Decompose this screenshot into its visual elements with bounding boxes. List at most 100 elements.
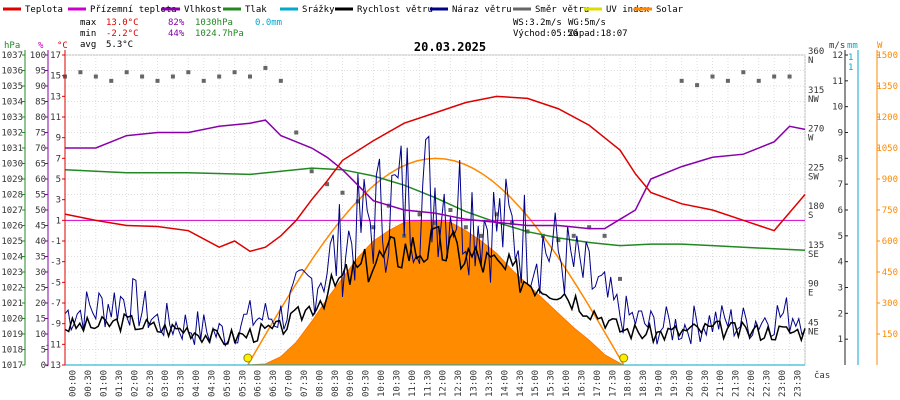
axis-w-tick-label: 1200 [876,113,898,123]
wind-direction-point [278,78,283,83]
axis-temp-tick-label: -13 [45,361,61,371]
x-tick-label: 07:00 [285,370,295,397]
legend-label: Přízemní teplota [90,5,177,15]
axis-hpa-tick-label: 1024 [1,253,23,263]
x-tick-label: 18:00 [624,370,634,397]
x-tick-label: 04:30 [207,370,217,397]
wind-direction-point [170,74,175,79]
axis-pct-tick-label: 10 [35,330,46,340]
wind-direction-point [710,74,715,79]
axis-temp-tick-label: 3 [56,196,61,206]
wind-direction-point [510,220,515,225]
legend-label: Vlhkost [184,5,222,15]
x-tick-label: 09:00 [346,370,356,397]
axis-temp-tick-label: -1 [50,237,61,247]
wind-direction-point [217,74,222,79]
axis-pct-tick-label: 25 [35,284,46,294]
wind-direction-point [140,74,145,79]
wind-direction-point [340,190,345,195]
axis-pct-tick-label: 85 [35,98,46,108]
wind-direction-point [309,169,314,174]
chart-title: 20.03.2025 [414,40,486,54]
axis-hpa-tick-label: 1032 [1,129,23,139]
x-tick-label: 15:30 [547,370,557,397]
axis-pct-tick-label: 50 [35,206,46,216]
axis-ms-tick-label: 10 [832,103,843,113]
stats-min-press: 1024.7hPa [195,29,244,39]
axis-ms-tick-label: 5 [838,232,843,242]
wind-direction-point [494,212,499,217]
axis-hpa-tick-label: 1031 [1,144,23,154]
wind-ws: WS:3.2m/s [513,18,562,28]
x-tick-label: 20:00 [685,370,695,397]
axis-pct-tick-label: 75 [35,129,46,139]
stats-min-hum: 44% [168,29,185,39]
text-layer: Teplota Přízemní teplota Vlhkost Tlak Srážky… [3,5,684,54]
x-tick-label: 12:30 [454,370,464,397]
axis-dir-compass-label: NE [808,327,819,337]
wind-direction-point [433,220,437,225]
axis-w-tick-label: 900 [882,175,898,185]
legend-label: Směr větru [535,5,589,15]
axis-ms-tick-label: 7 [838,180,843,190]
axis-temp-unit: °C [57,41,68,51]
wind-direction-point [741,70,746,75]
x-tick-label: 23:00 [778,370,788,397]
legend-label: Tlak [245,5,267,15]
x-tick-label: 00:00 [69,370,79,397]
x-tick-label: 20:30 [701,370,711,397]
axis-w-tick-label: 1050 [876,144,898,154]
x-tick-label: 06:30 [269,370,279,397]
wind-direction-point [448,208,453,212]
x-tick-label: 05:00 [223,370,233,397]
legend-label: Teplota [25,5,63,15]
axes: 1037103610351034103310321031103010291028… [1,41,898,397]
axis-ms-tick-label: 9 [838,129,843,139]
axis-hpa-tick-label: 1029 [1,175,23,185]
axis-ms-tick-label: 2 [838,309,843,319]
axis-hpa-tick-label: 1019 [1,330,23,340]
wind-direction-point [417,212,422,217]
wind-direction-point [325,182,330,187]
stats-avg-temp: 5.3°C [106,40,133,50]
axis-dir-compass-label: S [808,211,813,221]
axis-hpa-tick-label: 1034 [1,98,23,108]
axis-hpa-tick-label: 1036 [1,67,23,77]
x-tick-label: 01:00 [100,370,110,397]
axis-ms-tick-label: 3 [838,284,843,294]
wind-direction-point [618,276,622,281]
x-tick-label: 04:00 [192,370,202,397]
x-tick-label: 14:00 [500,370,510,397]
axis-w-tick-label: 150 [882,330,898,340]
legend-label: UV index [606,5,650,15]
axis-pct-tick-label: 90 [35,82,46,92]
axis-w-unit: W [877,41,883,51]
axis-dir-tick-label: 180 [808,202,824,212]
axis-dir-compass-label: SE [808,250,819,260]
x-tick-label: 08:30 [331,370,341,397]
axis-pct-tick-label: 30 [35,268,46,278]
axis-w-tick-label: 450 [882,268,898,278]
x-tick-label: 02:00 [130,370,140,397]
wind-direction-point [263,65,268,70]
axis-temp-tick-label: -7 [50,299,61,309]
axis-pct-tick-label: 65 [35,160,46,170]
axis-pct-tick-label: 70 [35,144,46,154]
wind-wg: WG:5m/s [568,18,606,28]
x-tick-label: 16:00 [562,370,572,397]
wind-direction-point [556,238,561,243]
axis-hpa-unit: hPa [4,41,20,51]
axis-dir-tick-label: 315 [808,86,824,96]
x-tick-label: 01:30 [115,370,125,397]
axis-temp-tick-label: 17 [50,51,61,61]
axis-hpa-tick-label: 1030 [1,160,23,170]
axis-w-tick-label: 1500 [876,51,898,61]
x-tick-label: 23:30 [793,370,803,397]
axis-dir-tick-label: 360 [808,47,824,57]
wind-direction-point [232,70,237,75]
axis-ms-tick-label: 4 [838,258,843,268]
wind-direction-point [201,78,206,83]
axis-pct-tick-label: 35 [35,253,46,263]
axis-ms-tick-label: 1 [838,335,843,345]
